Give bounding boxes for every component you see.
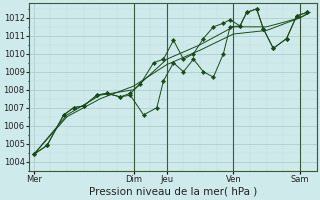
X-axis label: Pression niveau de la mer( hPa ): Pression niveau de la mer( hPa ) <box>89 187 257 197</box>
